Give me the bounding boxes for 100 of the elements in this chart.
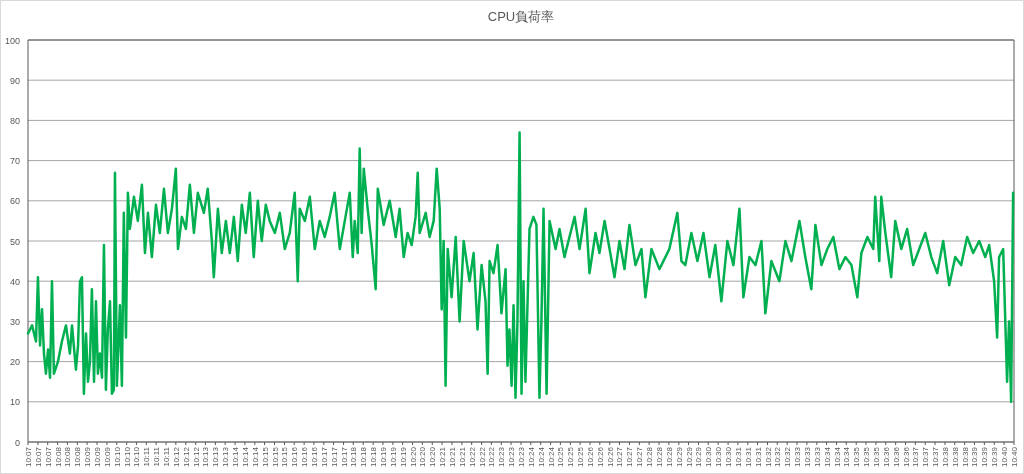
- x-tick-label: 10:12: [171, 446, 181, 468]
- y-tick-label: 70: [9, 156, 20, 167]
- x-tick-label: 10:22: [477, 446, 487, 468]
- x-tick-label: 10:24: [536, 446, 546, 468]
- x-tick-label: 10:13: [211, 446, 221, 468]
- x-tick-label: 10:29: [684, 446, 694, 468]
- x-tick-label: 10:21: [438, 446, 448, 468]
- x-tick-label: 10:27: [635, 446, 645, 468]
- x-tick-label: 10:35: [861, 446, 871, 468]
- x-tick-label: 10:37: [931, 446, 941, 468]
- y-tick-label: 20: [9, 357, 20, 368]
- x-tick-label: 10:23: [497, 446, 507, 468]
- x-tick-label: 10:11: [142, 446, 152, 467]
- x-tick-label: 10:23: [507, 446, 517, 468]
- x-tick-label: 10:20: [408, 446, 418, 468]
- x-tick-label: 10:17: [319, 446, 329, 468]
- x-tick-label: 10:30: [704, 446, 714, 468]
- x-tick-label: 10:11: [162, 446, 172, 467]
- x-tick-label: 10:33: [812, 446, 822, 468]
- x-tick-label: 10:13: [201, 446, 211, 468]
- x-tick-label: 10:09: [102, 446, 112, 468]
- y-tick-label: 90: [9, 75, 20, 86]
- x-tick-label: 10:08: [73, 446, 83, 468]
- x-tick-label: 10:08: [53, 446, 63, 468]
- x-tick-label: 10:15: [260, 446, 270, 468]
- x-tick-label: 10:34: [832, 446, 842, 468]
- x-tick-label: 10:20: [418, 446, 428, 468]
- x-tick-label: 10:33: [792, 446, 802, 468]
- x-tick-label: 10:17: [339, 446, 349, 468]
- x-tick-label: 10:34: [822, 446, 832, 468]
- y-tick-label: 10: [9, 397, 20, 408]
- y-tick-label: 80: [9, 115, 20, 126]
- x-tick-label: 10:12: [191, 446, 201, 468]
- y-tick-label: 60: [9, 196, 20, 207]
- x-tick-label: 10:37: [911, 446, 921, 468]
- x-tick-label: 10:31: [743, 446, 753, 468]
- x-tick-label: 10:23: [517, 446, 526, 468]
- x-tick-label: 10:14: [250, 446, 260, 468]
- x-tick-label: 10:39: [990, 446, 1000, 468]
- x-tick-label: 10:14: [231, 446, 241, 468]
- x-tick-label: 10:14: [240, 446, 250, 468]
- x-tick-label: 10:35: [852, 446, 862, 468]
- x-tick-label: 10:28: [655, 446, 665, 468]
- x-tick-label: 10:29: [694, 446, 704, 468]
- x-tick-label: 10:13: [221, 446, 231, 468]
- x-tick-label: 10:38: [940, 446, 950, 468]
- x-tick-label: 10:31: [753, 446, 763, 468]
- x-tick-label: 10:26: [586, 446, 596, 468]
- x-tick-label: 10:25: [566, 446, 576, 468]
- x-tick-label: 10:07: [24, 446, 33, 468]
- x-tick-label: 10:30: [724, 446, 734, 468]
- x-tick-label: 10:32: [773, 446, 783, 468]
- x-tick-label: 10:11: [152, 446, 162, 467]
- x-tick-label: 10:28: [645, 446, 655, 468]
- x-tick-label: 10:24: [546, 446, 556, 468]
- x-tick-label: 10:07: [43, 446, 53, 468]
- x-tick-label: 10:39: [970, 446, 980, 468]
- y-tick-label: 0: [14, 437, 20, 448]
- title: CPU負荷率: [487, 9, 555, 24]
- x-tick-label: 10:16: [300, 446, 310, 468]
- x-tick-label: 10:25: [556, 446, 566, 468]
- x-tick-label: 10:26: [595, 446, 605, 468]
- x-tick-label: 10:30: [714, 446, 724, 468]
- x-tick-label: 10:16: [309, 446, 319, 468]
- x-tick-label: 10:40: [1010, 446, 1019, 468]
- x-tick-label: 10:12: [181, 446, 191, 468]
- x-tick-label: 10:08: [63, 446, 73, 468]
- x-tick-label: 10:10: [112, 446, 122, 468]
- x-tick-label: 10:34: [842, 446, 852, 468]
- x-tick-label: 10:18: [359, 446, 369, 468]
- x-tick-label: 10:21: [457, 446, 467, 468]
- x-tick-label: 10:10: [132, 446, 142, 468]
- x-tick-label: 10:15: [270, 446, 280, 468]
- x-tick-label: 10:20: [428, 446, 438, 468]
- x-tick-label: 10:19: [398, 446, 408, 468]
- x-tick-label: 10:10: [122, 446, 132, 468]
- x-tick-label: 10:09: [93, 446, 103, 468]
- x-tick-label: 10:38: [950, 446, 960, 468]
- x-tick-label: 10:32: [783, 446, 793, 468]
- x-tick-label: 10:28: [664, 446, 674, 468]
- y-tick-label: 100: [4, 35, 20, 46]
- x-tick-label: 10:32: [763, 446, 773, 468]
- x-tick-label: 10:26: [605, 446, 615, 468]
- x-tick-label: 10:33: [802, 446, 812, 468]
- x-tick-label: 10:36: [901, 446, 911, 468]
- x-tick-label: 10:37: [921, 446, 931, 468]
- x-tick-label: 10:24: [526, 446, 536, 468]
- x-tick-label: 10:35: [871, 446, 881, 468]
- y-tick-label: 30: [9, 316, 20, 327]
- x-tick-label: 10:22: [467, 446, 477, 468]
- x-tick-label: 10:39: [980, 446, 990, 468]
- x-tick-label: 10:19: [388, 446, 398, 468]
- y-tick-label: 50: [9, 236, 20, 247]
- x-tick-label: 10:25: [576, 446, 586, 468]
- x-tick-label: 10:29: [674, 446, 684, 468]
- y-tick-label: 40: [9, 276, 20, 287]
- x-tick-label: 10:07: [33, 446, 43, 468]
- x-tick-label: 10:18: [349, 446, 359, 468]
- x-tick-label: 10:36: [881, 446, 891, 468]
- x-tick-label: 10:36: [891, 446, 901, 468]
